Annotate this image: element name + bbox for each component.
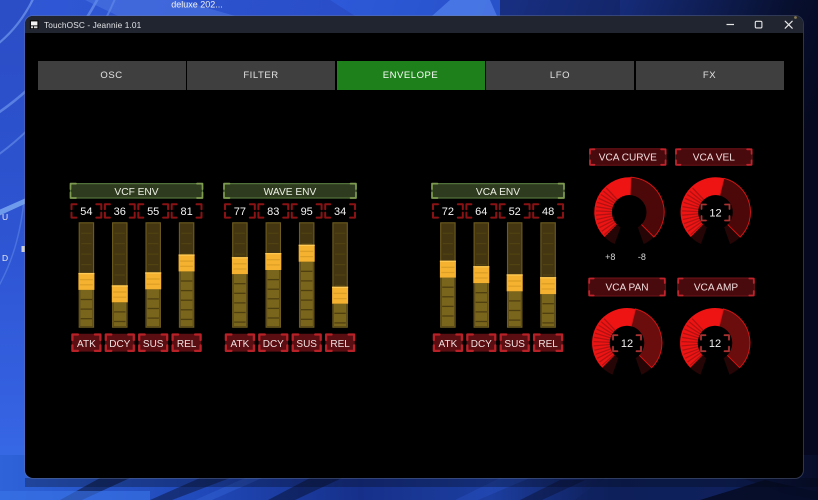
svg-text:U: U: [2, 212, 8, 222]
svg-text:deluxe 202...: deluxe 202...: [171, 0, 223, 10]
svg-text:D: D: [2, 253, 8, 263]
